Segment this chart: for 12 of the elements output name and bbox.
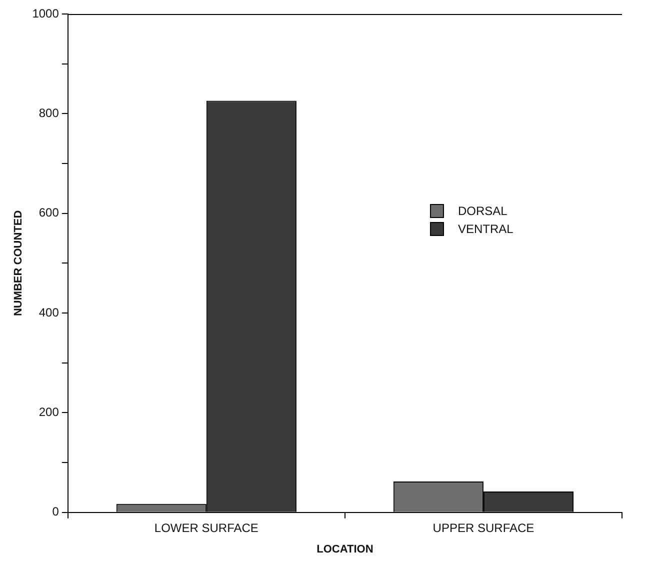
y-tick-label: 200 bbox=[38, 405, 60, 420]
y-axis-title: NUMBER COUNTED bbox=[12, 210, 25, 316]
y-tick-label: 0 bbox=[52, 504, 60, 519]
x-axis-title: LOCATION bbox=[316, 543, 374, 556]
legend-label: VENTRAL bbox=[458, 222, 514, 236]
x-tick-label: LOWER SURFACE bbox=[154, 520, 258, 535]
y-tick-label: 800 bbox=[38, 106, 60, 120]
y-tick-label: 1000 bbox=[32, 6, 60, 20]
legend-label: DORSAL bbox=[458, 204, 508, 218]
y-tick-label: 400 bbox=[38, 305, 60, 320]
x-tick-label: UPPER SURFACE bbox=[432, 520, 534, 535]
y-tick-label: 600 bbox=[38, 206, 60, 220]
